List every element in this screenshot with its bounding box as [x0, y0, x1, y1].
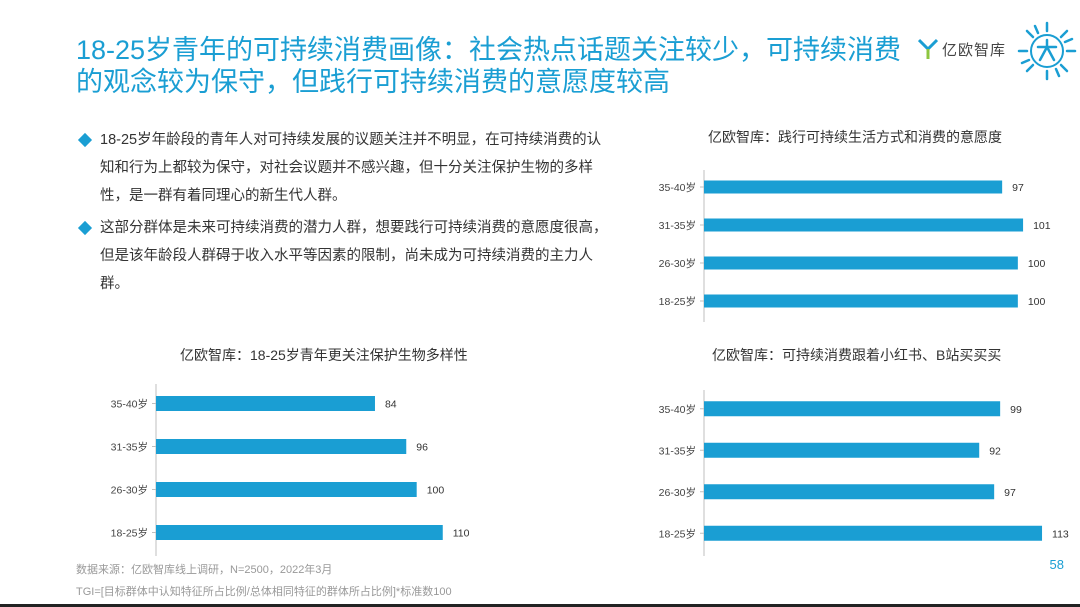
bar [156, 482, 417, 497]
category-label: 35-40岁 [659, 403, 696, 416]
bottom-divider [0, 604, 1080, 607]
bar [156, 439, 407, 454]
chart-title-biodiversity: 亿欧智库：18-25岁青年更关注保护生物多样性 [180, 347, 468, 363]
bullet-text: 18-25岁年龄段的青年人对可持续发展的议题关注并不明显，在可持续消费的认知和行… [100, 132, 602, 204]
bar-value-label: 100 [1028, 258, 1046, 270]
bar-value-label: 96 [416, 442, 428, 454]
category-label: 18-25岁 [111, 527, 148, 540]
brand-logo: 亿欧智库 [918, 38, 1006, 60]
category-label: 35-40岁 [659, 181, 696, 194]
bar-value-label: 100 [427, 485, 445, 497]
page-number: 58 [1049, 557, 1064, 572]
category-label: 35-40岁 [111, 398, 148, 411]
diamond-bullet-icon [77, 132, 93, 148]
bar [704, 442, 980, 458]
bar-value-label: 92 [989, 445, 1001, 457]
bar-value-label: 101 [1033, 220, 1051, 232]
bullet-item: 18-25岁年龄段的青年人对可持续发展的议题关注并不明显，在可持续消费的认知和行… [77, 126, 618, 210]
bar [704, 180, 1003, 194]
bar [704, 294, 1018, 308]
bar [704, 401, 1001, 417]
category-label: 31-35岁 [659, 219, 696, 232]
yiou-logo-icon [918, 38, 938, 59]
tgi-note: TGI=[目标群体中认知特征所占比例/总体相同特征的群体所占比例]*标准数100 [76, 586, 452, 598]
bar-value-label: 113 [1052, 528, 1069, 540]
bar [156, 525, 443, 540]
category-label: 31-35岁 [111, 441, 148, 454]
chart-biodiversity: 35-40岁 84 31-35岁 96 26-30岁 100 18-25岁 110 [111, 384, 470, 556]
bar-value-label: 100 [1028, 296, 1046, 308]
data-source-note: 数据来源：亿欧智库线上调研，N=2500，2022年3月 [76, 564, 333, 576]
sunburst-badge-icon [1017, 21, 1077, 81]
category-label: 26-30岁 [659, 486, 696, 499]
bar [704, 218, 1024, 232]
page-title: 18-25岁青年的可持续消费画像：社会热点话题关注较少，可持续消费的观念较为保守… [76, 35, 902, 97]
category-label: 18-25岁 [659, 295, 696, 308]
logo-text: 亿欧智库 [942, 41, 1007, 59]
diamond-bullet-icon [77, 220, 93, 236]
bar-value-label: 97 [1012, 182, 1024, 194]
bar-value-label: 84 [385, 399, 397, 411]
category-label: 26-30岁 [659, 257, 696, 270]
chart-title-xiaohongshu: 亿欧智库：可持续消费跟着小红书、B站买买买 [712, 347, 1002, 363]
bar [704, 525, 1043, 541]
bar-value-label: 99 [1010, 404, 1022, 416]
bullet-text: 这部分群体是未来可持续消费的潜力人群，想要践行可持续消费的意愿度很高，但是该年龄… [100, 220, 608, 292]
category-label: 26-30岁 [111, 484, 148, 497]
chart-xiaohongshu: 35-40岁 99 31-35岁 92 26-30岁 97 18-25岁 113 [659, 390, 1069, 556]
bullet-item: 这部分群体是未来可持续消费的潜力人群，想要践行可持续消费的意愿度很高，但是该年龄… [77, 214, 618, 298]
bar [704, 484, 995, 500]
bar [704, 256, 1018, 270]
chart-willingness: 35-40岁 97 31-35岁 101 26-30岁 100 18-25岁 100 [659, 170, 1051, 322]
bar [156, 396, 375, 411]
bar-value-label: 97 [1004, 487, 1016, 499]
category-label: 31-35岁 [659, 444, 696, 457]
category-label: 18-25岁 [659, 527, 696, 540]
chart-title-willingness: 亿欧智库：践行可持续生活方式和消费的意愿度 [708, 129, 1002, 145]
bar-value-label: 110 [453, 528, 470, 540]
summary-bullets: 18-25岁年龄段的青年人对可持续发展的议题关注并不明显，在可持续消费的认知和行… [77, 126, 618, 302]
